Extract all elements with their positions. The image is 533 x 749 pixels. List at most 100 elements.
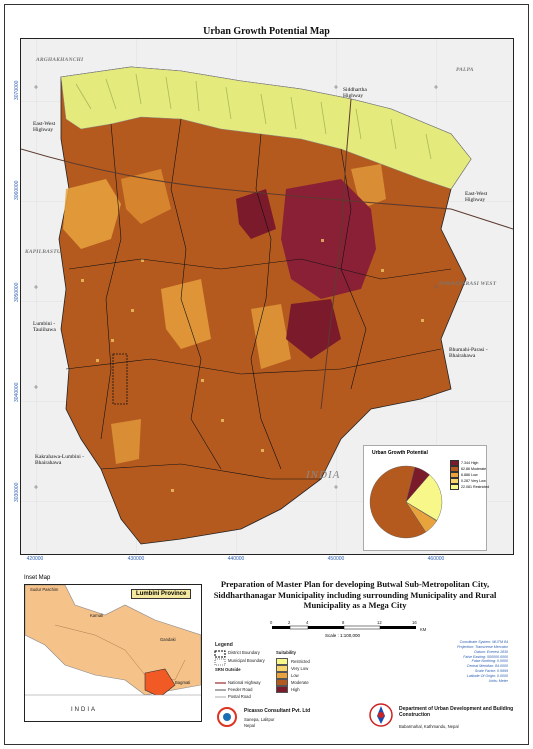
scale-unit: KM (420, 627, 427, 632)
inset-label-gandaki: Gandaki (160, 637, 176, 642)
x-tick: 420000 (26, 556, 44, 562)
suitability-item: Restricted (276, 658, 310, 665)
consultant-country: Nepal (244, 723, 255, 728)
suitability-swatch (276, 665, 288, 672)
legend-municipal-boundary: Municipal Boundary (228, 658, 265, 663)
hill-zone (60, 66, 472, 190)
coordinate-line: False Easting: 500000.0000 (463, 654, 508, 659)
pie-slice (369, 465, 426, 539)
legend-national-highway: National Highway (228, 680, 261, 685)
legend-sen-title: SRN Outside (215, 667, 241, 672)
hill-shading (75, 73, 432, 160)
pie-legend-label: 62.86 Moderate (461, 467, 487, 471)
coordinate-line: False Northing: 0.0000 (471, 659, 508, 664)
suitability-label: Very Low (291, 666, 309, 671)
east-west-highway-label-right: East-West Highway (465, 191, 488, 204)
high-zone (281, 179, 376, 299)
inset-india-label: INDIA (71, 707, 98, 713)
main-map[interactable]: ARGHAKHANCHI PALPA KAPILBASTU NAWALPARAS… (20, 38, 514, 555)
suitability-swatch (276, 658, 288, 665)
study-area-highlight (144, 668, 176, 698)
map-title: Urban Growth Potential Map (203, 26, 330, 37)
pie-legend-item: 0.287 Very Low (450, 478, 486, 484)
suitability-item: Moderate (276, 679, 309, 686)
map-frame (4, 4, 529, 745)
pie-legend-swatch (450, 472, 459, 478)
region-label-nawalparasi: NAWALPARASI WEST (439, 281, 497, 287)
department-address: Babarmahal, Kathmandu, Nepal (399, 724, 459, 729)
consultant-address: Sanepa, Lalitpur (244, 717, 275, 722)
east-west-highway-label-left: East-West Highway (33, 121, 56, 134)
x-tick: 440000 (227, 556, 245, 562)
scale-text: Scale : 1:100,000 (325, 633, 361, 638)
pie-legend-label: 22.081 Restricted (461, 485, 490, 489)
suitability-swatch (276, 672, 288, 679)
speckle (81, 239, 424, 492)
pie-legend: Urban Growth Potential 7.344 High 62.86 M… (363, 445, 489, 551)
suitability-label: Moderate (291, 680, 309, 685)
suitability-swatch (276, 679, 288, 686)
coordinate-line: Coordinate System: MUTM 84 (459, 640, 508, 644)
scale-tick: 0 (270, 620, 273, 625)
low-zone (121, 169, 171, 224)
low-zone (111, 419, 141, 464)
inset-label-bagmati: Bagmati (175, 680, 191, 685)
scale-tick: 16 (412, 620, 417, 625)
inset-canvas (25, 585, 201, 721)
legend-title: Legend (215, 642, 233, 648)
region-label-kapilbastu: KAPILBASTU (25, 249, 61, 255)
pie-legend-label: 6.886 Low (461, 473, 478, 477)
east-west-highway (21, 148, 513, 230)
inset-label-karnali: Karnali (90, 613, 104, 618)
high-zone (286, 299, 341, 359)
scale-tick: 12 (377, 620, 382, 625)
district-inset-boundary (112, 353, 128, 405)
scale-tick: 8 (342, 620, 345, 625)
legend-symbols (214, 650, 226, 698)
government-emblem (369, 703, 393, 727)
suitability-item: High (276, 686, 300, 693)
consultant-logo (217, 707, 237, 727)
scale-bar (272, 625, 416, 630)
pie-legend-swatch (450, 478, 459, 484)
x-tick: 450000 (327, 556, 345, 562)
pie-legend-label: 0.287 Very Low (461, 479, 486, 483)
plan-title: Preparation of Master Plan for developin… (213, 579, 497, 611)
pie-legend-swatch (450, 460, 459, 466)
siddhartha-highway (320, 98, 352, 410)
pie-legend-swatch (450, 466, 459, 472)
suitability-swatch (276, 686, 288, 693)
pie-legend-item: 62.86 Moderate (450, 466, 486, 472)
high-zone (236, 189, 276, 239)
department-name: Department of Urban Development and Buil… (399, 706, 514, 718)
pie-legend-item: 7.344 High (450, 460, 478, 466)
suitability-item: Low (276, 672, 299, 679)
low-zone (251, 304, 291, 369)
pie-legend-label: 7.344 High (461, 461, 479, 465)
consultant-name: Picasso Consultant Pvt. Ltd (244, 708, 311, 714)
bhumahi-road-label: Bhumahi-Parasi -Bhairahawa (449, 347, 488, 360)
municipal-boundaries (65, 118, 452, 480)
region-label-india: INDIA (306, 469, 341, 481)
pie-legend-swatch (450, 484, 459, 490)
legend-postal-road: Postal Road (228, 694, 251, 699)
inset-title: Inset Map (24, 575, 51, 581)
coordinate-line: Central Meridian: 84.0000 (466, 664, 508, 669)
province-area (25, 585, 201, 696)
coordinate-line: Datum: Everest 1830 (474, 649, 508, 654)
pie-legend-item: 6.886 Low (450, 472, 478, 478)
suitability-item: Very Low (276, 665, 308, 672)
pie-legend-item: 22.081 Restricted (450, 484, 489, 490)
lumbini-road-label: Lumbini -Taulihawa (33, 321, 56, 334)
pie-chart (369, 465, 443, 539)
coordinate-line: Scale Factor: 0.9999 (474, 669, 508, 674)
region-label-palpa: PALPA (456, 67, 474, 73)
scale-tick: 2 (288, 620, 291, 625)
x-tick: 430000 (127, 556, 145, 562)
coordinate-line: Latitude Of Origin: 0.0000 (466, 673, 508, 678)
grid-crosses (34, 85, 438, 489)
scale-tick: 4 (306, 620, 309, 625)
inset-map[interactable]: Sudur Paschim Karnali Gandaki Bagmati Lu… (24, 584, 202, 722)
low-zone (63, 179, 121, 249)
kakrahawa-road-label: Kakrahawa-Lumbini -Bhairahawa (35, 454, 85, 467)
